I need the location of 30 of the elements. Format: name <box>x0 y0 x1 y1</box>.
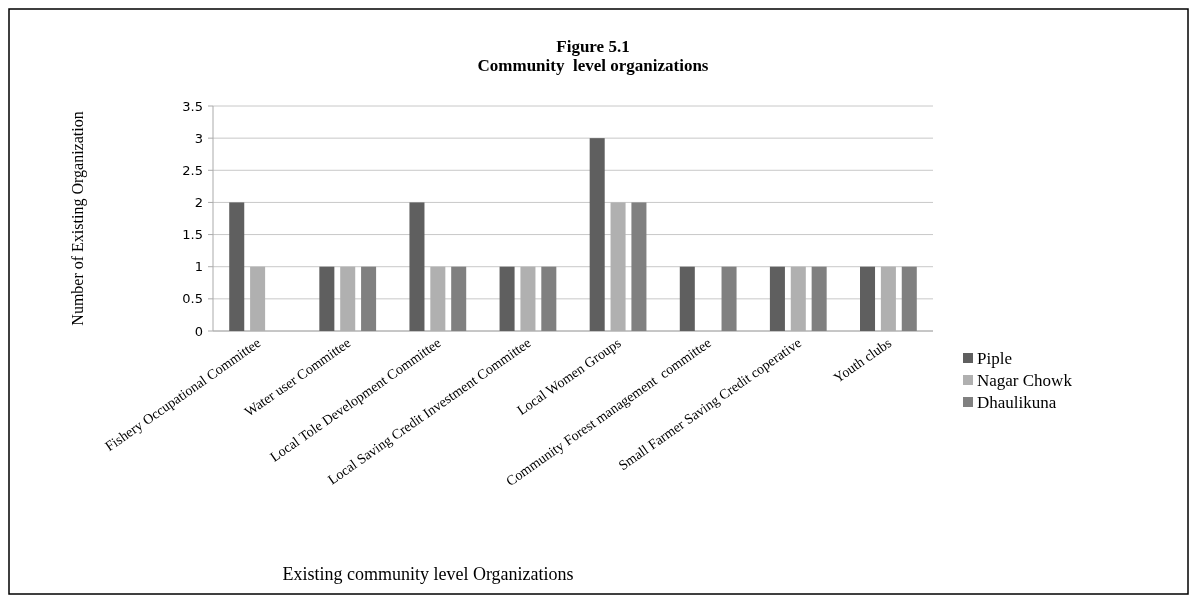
bar <box>721 266 737 331</box>
y-tick-label: 2.5 <box>182 162 203 178</box>
bar <box>811 266 827 331</box>
bar <box>409 202 425 331</box>
y-tick-label: 3.5 <box>182 98 203 114</box>
bar <box>361 266 377 331</box>
bar <box>631 202 647 331</box>
bar <box>229 202 245 331</box>
bar <box>769 266 785 331</box>
y-tick-label: 1.5 <box>182 227 203 243</box>
bar <box>901 266 917 331</box>
bar <box>589 138 605 331</box>
bar <box>541 266 557 331</box>
bar <box>860 266 876 331</box>
y-tick-label: 2 <box>194 194 203 210</box>
chart-title: Figure 5.1 Community level organizations <box>477 37 709 75</box>
y-tick-label: 3 <box>194 130 203 146</box>
legend-label: Dhaulikuna <box>977 392 1057 412</box>
x-tick-label: Youth clubs <box>830 335 895 386</box>
bar <box>679 266 695 331</box>
bar <box>319 266 335 331</box>
y-tick-label: 0 <box>194 323 203 339</box>
bar <box>499 266 515 331</box>
x-axis-title: Existing community level Organizations <box>282 564 574 584</box>
bar <box>451 266 467 331</box>
y-tick-label: 1 <box>194 259 203 275</box>
y-tick-label: 0.5 <box>182 291 203 307</box>
legend-label: Nagar Chowk <box>977 370 1073 390</box>
y-axis-title: Number of Existing Organization <box>69 111 87 326</box>
legend-label: Piple <box>977 348 1012 368</box>
